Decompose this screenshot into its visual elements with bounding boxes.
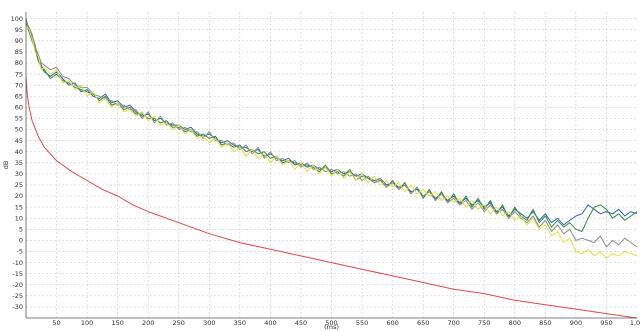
- series-line-2: [25, 22, 638, 232]
- x-axis-label: (ms): [324, 323, 339, 331]
- x-tick-label: 300: [203, 319, 215, 327]
- y-tick-label: 40: [15, 148, 23, 156]
- x-tick-label: 950: [600, 319, 612, 327]
- x-tick-label: 500: [325, 319, 337, 327]
- y-tick-label: 30: [15, 170, 23, 178]
- x-tick-label: 1,0: [630, 319, 640, 327]
- series-line-5: [25, 76, 638, 319]
- y-tick-label: 45: [15, 137, 23, 145]
- y-tick-label: 55: [15, 115, 23, 123]
- y-tick-label: 90: [15, 37, 23, 45]
- x-tick-label: 100: [81, 319, 93, 327]
- x-tick-label: 550: [356, 319, 368, 327]
- y-tick-label: -20: [12, 281, 23, 289]
- x-tick-labels: 50 100 150 200 250 300 350 400 450 500 550 600 650 70…: [52, 319, 640, 327]
- grid-lines: [26, 12, 637, 318]
- x-tick-label: 250: [173, 319, 185, 327]
- x-tick-label: 150: [111, 319, 123, 327]
- x-tick-label: 750: [478, 319, 490, 327]
- y-tick-label: 5: [19, 226, 23, 234]
- x-tick-label: 700: [447, 319, 459, 327]
- y-tick-label: 65: [15, 92, 23, 100]
- y-tick-label: -10: [12, 259, 23, 267]
- y-tick-label: 25: [15, 181, 23, 189]
- x-tick-label: 600: [386, 319, 398, 327]
- y-tick-label: 85: [15, 48, 23, 56]
- y-tick-label: 0: [19, 237, 23, 245]
- series-layer: [25, 18, 638, 319]
- x-tick-label: 350: [234, 319, 246, 327]
- y-tick-label: 80: [15, 59, 23, 67]
- series-line-3: [25, 20, 638, 248]
- y-tick-labels: 1009590858075706560555045403530252015105…: [11, 15, 23, 311]
- y-tick-label: 15: [15, 203, 23, 211]
- x-tick-label: 900: [570, 319, 582, 327]
- x-tick-label: 800: [509, 319, 521, 327]
- y-tick-label: 35: [15, 159, 23, 167]
- y-tick-label: -30: [12, 303, 23, 311]
- y-tick-label: 75: [15, 70, 23, 78]
- x-tick-label: 850: [539, 319, 551, 327]
- y-tick-label: 50: [15, 126, 23, 134]
- y-tick-label: 10: [15, 214, 23, 222]
- x-tick-label: 450: [295, 319, 307, 327]
- x-tick-label: 400: [264, 319, 276, 327]
- x-tick-label: 650: [417, 319, 429, 327]
- y-tick-label: 20: [15, 192, 23, 200]
- x-tick-label: 50: [52, 319, 60, 327]
- y-tick-label: -15: [12, 270, 23, 278]
- series-line-4: [25, 25, 638, 259]
- y-tick-label: 100: [11, 15, 23, 23]
- y-tick-label: 60: [15, 104, 23, 112]
- y-tick-label: 95: [15, 26, 23, 34]
- y-axis-label: dB: [2, 161, 10, 170]
- x-tick-label: 200: [142, 319, 154, 327]
- y-tick-label: 70: [15, 81, 23, 89]
- y-tick-label: -5: [17, 248, 23, 256]
- y-tick-label: -25: [12, 292, 23, 300]
